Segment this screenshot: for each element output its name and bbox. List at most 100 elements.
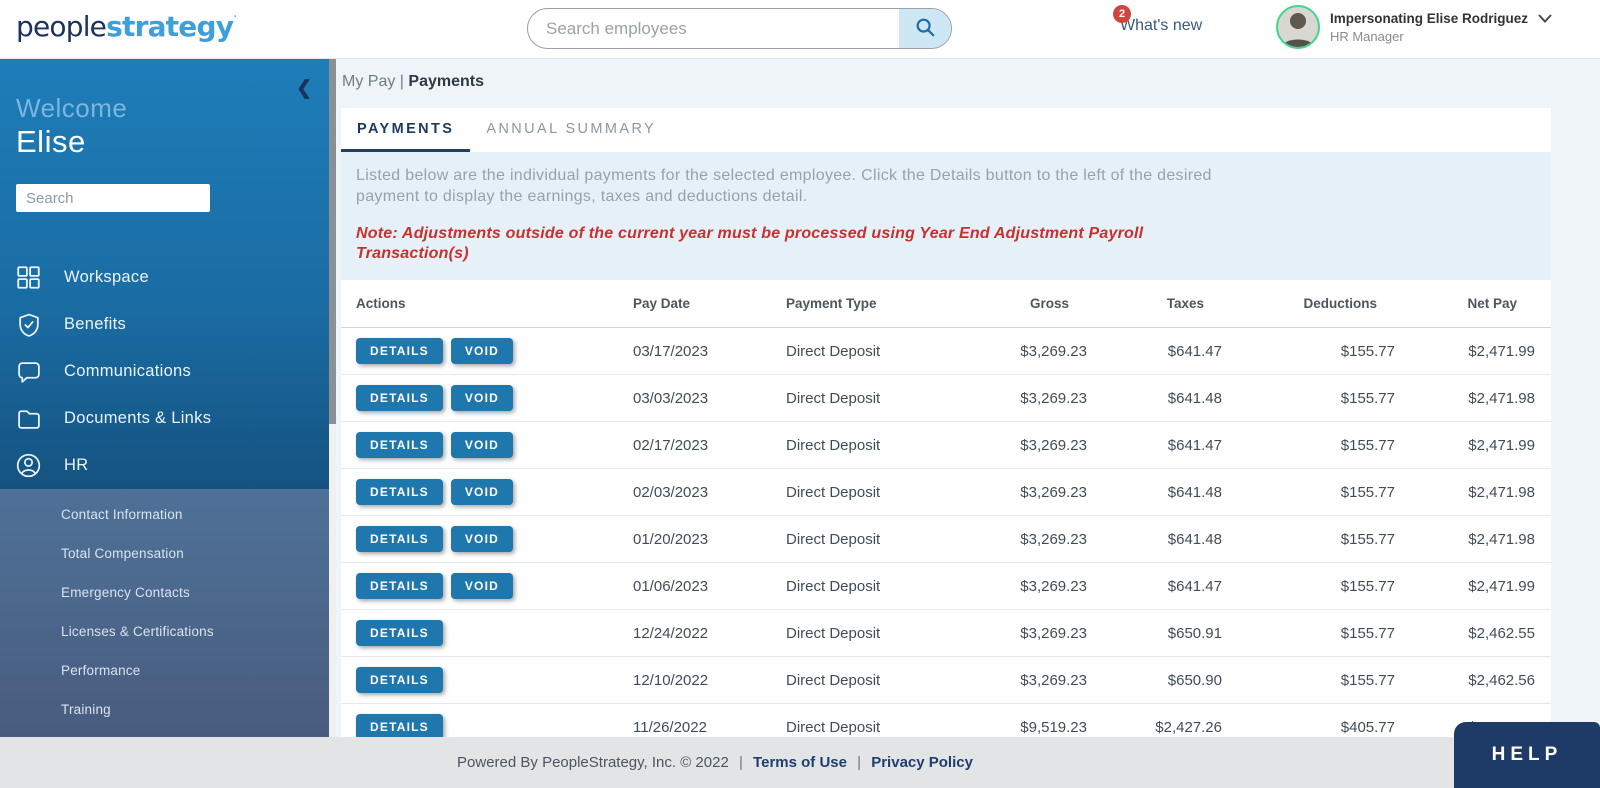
search-icon	[914, 16, 936, 41]
taxes-cell: $650.91	[1167, 624, 1222, 642]
sidebar-item-benefits[interactable]: Benefits	[0, 301, 336, 348]
net-pay-cell: $2,471.98	[1468, 483, 1535, 501]
actions-cell: DETAILS VOID	[341, 479, 633, 506]
actions-cell: DETAILS	[341, 667, 633, 694]
payment-type-cell: Direct Deposit	[786, 436, 881, 454]
net-pay-cell: $2,462.55	[1468, 624, 1535, 642]
employee-search-input[interactable]	[528, 9, 899, 48]
sidebar-collapse-icon[interactable]: ❮	[296, 78, 312, 99]
net-pay-cell: $2,471.99	[1468, 342, 1535, 360]
details-button[interactable]: DETAILS	[356, 573, 443, 600]
gross-cell: $3,269.23	[1020, 389, 1087, 407]
taxes-cell: $641.47	[1167, 577, 1222, 595]
sidebar-item-communications[interactable]: Communications	[0, 348, 336, 395]
sidebar-subitem-emergency-contacts[interactable]: Emergency Contacts	[61, 585, 190, 600]
sidebar-subitem-licenses-certifications[interactable]: Licenses & Certifications	[61, 624, 214, 639]
details-button[interactable]: DETAILS	[356, 620, 443, 647]
pay-date-cell: 02/17/2023	[633, 436, 709, 454]
logo-text-people: people	[16, 10, 107, 43]
void-button[interactable]: VOID	[450, 432, 513, 459]
sidebar-search-input[interactable]	[16, 184, 210, 212]
void-button[interactable]: VOID	[450, 573, 513, 600]
details-button[interactable]: DETAILS	[356, 479, 443, 506]
taxes-cell: $641.48	[1167, 530, 1222, 548]
details-button[interactable]: DETAILS	[356, 338, 443, 365]
actions-cell: DETAILS VOID	[341, 432, 633, 459]
footer-copyright: Powered By PeopleStrategy, Inc. © 2022	[457, 754, 729, 771]
pay-date-cell: 12/24/2022	[633, 624, 709, 642]
logo-trademark: ·	[233, 10, 237, 25]
net-pay-cell: $2,471.99	[1468, 577, 1535, 595]
footer-text: Powered By PeopleStrategy, Inc. © 2022 |…	[457, 754, 1143, 771]
sidebar-item-label: Documents & Links	[64, 409, 212, 427]
sidebar-scrollbar	[329, 59, 336, 788]
void-button[interactable]: VOID	[450, 479, 513, 506]
sidebar-nav: Workspace Benefits Communications	[0, 254, 336, 489]
info-box: Listed below are the individual payments…	[341, 152, 1551, 281]
footer-separator: |	[857, 754, 862, 771]
grid-icon	[14, 264, 43, 291]
details-button[interactable]: DETAILS	[356, 667, 443, 694]
table-header-row: Actions Pay Date Payment Type Gross Taxe…	[341, 280, 1551, 329]
sidebar-subitem-training[interactable]: Training	[61, 702, 111, 717]
tab-payments[interactable]: PAYMENTS	[341, 108, 471, 152]
table-row: DETAILS VOID 01/20/2023 Direct Deposit $…	[341, 516, 1551, 564]
sidebar-subitem-total-compensation[interactable]: Total Compensation	[61, 546, 184, 561]
taxes-cell: $650.90	[1167, 671, 1222, 689]
terms-of-use-link[interactable]: Terms of Use	[753, 754, 847, 771]
user-menu[interactable]: Impersonating Elise Rodriguez HR Manager	[1275, 5, 1552, 49]
sidebar-item-hr[interactable]: HR	[0, 442, 336, 489]
pay-date-cell: 03/17/2023	[633, 342, 709, 360]
payment-type-cell: Direct Deposit	[786, 671, 881, 689]
taxes-cell: $641.47	[1167, 342, 1222, 360]
table-row: DETAILS 12/10/2022 Direct Deposit $3,269…	[341, 657, 1551, 705]
pay-date-cell: 01/06/2023	[633, 577, 709, 595]
col-header-deductions: Deductions	[1303, 296, 1377, 312]
breadcrumb-separator: |	[399, 73, 404, 90]
chevron-down-icon	[1538, 11, 1552, 26]
details-button[interactable]: DETAILS	[356, 526, 443, 553]
tab-annual-summary[interactable]: ANNUAL SUMMARY	[486, 120, 657, 137]
peoplestrategy-logo[interactable]: peoplestrategy·	[16, 10, 237, 43]
help-button[interactable]: HELP	[1454, 722, 1600, 788]
footer-separator: |	[738, 754, 743, 771]
payment-type-cell: Direct Deposit	[786, 483, 881, 501]
col-header-net-pay: Net Pay	[1467, 296, 1517, 312]
gross-cell: $9,519.23	[1020, 718, 1087, 736]
main-content: My Pay | Payments PAYMENTS ANNUAL SUMMAR…	[336, 59, 1600, 788]
impersonation-label: Impersonating Elise Rodriguez	[1329, 10, 1528, 26]
breadcrumb: My Pay | Payments	[336, 59, 1600, 91]
pay-date-cell: 01/20/2023	[633, 530, 709, 548]
details-button[interactable]: DETAILS	[356, 714, 443, 741]
tab-bar: PAYMENTS ANNUAL SUMMARY	[341, 108, 1551, 152]
deductions-cell: $155.77	[1340, 436, 1395, 454]
actions-cell: DETAILS VOID	[341, 385, 633, 412]
privacy-policy-link[interactable]: Privacy Policy	[871, 754, 973, 771]
net-pay-cell: $2,471.98	[1468, 530, 1535, 548]
shield-check-icon	[14, 312, 43, 338]
void-button[interactable]: VOID	[450, 338, 513, 365]
taxes-cell: $641.47	[1167, 436, 1222, 454]
payment-type-cell: Direct Deposit	[786, 624, 881, 642]
pay-date-cell: 03/03/2023	[633, 389, 709, 407]
col-header-taxes: Taxes	[1166, 296, 1204, 312]
details-button[interactable]: DETAILS	[356, 432, 443, 459]
sidebar-subitem-performance[interactable]: Performance	[61, 663, 141, 678]
sidebar-item-label: Communications	[64, 362, 192, 380]
details-button[interactable]: DETAILS	[356, 385, 443, 412]
sidebar-subitem-contact-information[interactable]: Contact Information	[61, 507, 183, 522]
sidebar-scrollbar-thumb[interactable]	[329, 59, 336, 424]
sidebar-item-workspace[interactable]: Workspace	[0, 254, 336, 301]
gross-cell: $3,269.23	[1020, 483, 1087, 501]
deductions-cell: $405.77	[1340, 718, 1395, 736]
void-button[interactable]: VOID	[450, 385, 513, 412]
actions-cell: DETAILS	[341, 714, 633, 741]
employee-search-button[interactable]	[899, 9, 951, 48]
actions-cell: DETAILS VOID	[341, 338, 633, 365]
deductions-cell: $155.77	[1340, 530, 1395, 548]
void-button[interactable]: VOID	[450, 526, 513, 553]
table-row: DETAILS VOID 02/17/2023 Direct Deposit $…	[341, 422, 1551, 470]
whats-new-link[interactable]: 2 What's new	[1113, 5, 1202, 35]
notification-badge: 2	[1113, 5, 1131, 23]
sidebar-item-documents-links[interactable]: Documents & Links	[0, 395, 336, 442]
